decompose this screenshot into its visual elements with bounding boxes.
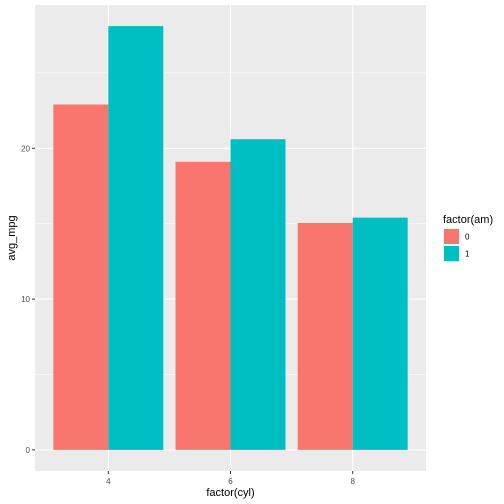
x-tick-label: 6 — [228, 477, 233, 486]
legend-label-0: 0 — [465, 233, 470, 242]
bar-8-0 — [297, 222, 353, 450]
x-tick-label: 8 — [350, 477, 355, 486]
y-axis: 0 10 20 — [21, 144, 35, 455]
legend-key-1 — [444, 246, 459, 261]
y-tick-label: 20 — [21, 144, 30, 153]
y-tick-label: 0 — [26, 446, 31, 455]
y-axis-title: avg_mpg — [6, 215, 18, 260]
legend-label-1: 1 — [465, 250, 470, 259]
x-axis-title: factor(cyl) — [206, 487, 254, 499]
bar-8-1 — [352, 217, 408, 450]
y-tick-label: 10 — [21, 295, 30, 304]
legend-key-0 — [444, 229, 459, 244]
bar-4-0 — [53, 104, 109, 450]
bar-4-1 — [108, 26, 164, 450]
legend: factor(am) 0 1 — [443, 214, 493, 262]
x-tick-label: 4 — [106, 477, 111, 486]
bar-6-1 — [230, 139, 286, 450]
bar-6-0 — [175, 161, 231, 450]
bars — [53, 26, 408, 450]
x-axis: 4 6 8 — [106, 471, 355, 486]
legend-title: factor(am) — [443, 214, 493, 226]
